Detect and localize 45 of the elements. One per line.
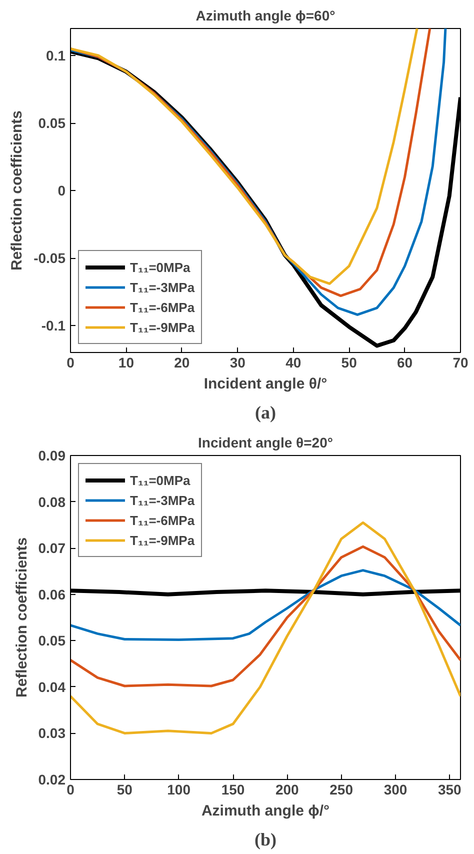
x-tick-label: 350 [438,782,462,798]
legend-label: T₁₁=-9MPa [130,320,195,334]
x-tick-label: 50 [341,354,358,370]
text: (b) [254,830,277,850]
text: (a) [255,402,276,422]
y-tick-label: 0.07 [38,540,66,556]
x-tick-label: 50 [116,782,133,798]
chart-title: Incident angle θ=20° [198,434,333,450]
legend-label: T₁₁=-3MPa [130,280,195,294]
y-tick-label: 0 [58,182,66,198]
y-tick-label: 0.03 [38,725,66,742]
y-tick-label: 0.1 [46,48,66,64]
y-tick-label: 0.05 [38,632,66,649]
y-axis-title: Reflection coefficients [13,537,30,698]
y-tick-label: 0.06 [38,586,66,602]
legend-label: T₁₁=-9MPa [130,532,195,548]
y-tick-label: 0.09 [38,448,66,464]
y-axis-title: Reflection coefficients [8,110,26,271]
chart-title: Azimuth angle ϕ=60° [196,8,336,24]
x-tick-label: 10 [118,354,134,370]
x-tick-label: 70 [452,354,468,370]
line-series [70,545,460,688]
y-tick-label: 0.05 [38,115,66,131]
x-tick-label: 40 [286,354,302,370]
legend-label: T₁₁=-6MPa [130,512,195,528]
y-tick-label: 0.02 [38,772,66,788]
x-axis-title: Incident angle θ/° [204,376,328,392]
y-tick-label: 0.04 [38,678,66,695]
y-tick-label: 0.08 [38,494,66,510]
x-axis-title: Azimuth angle ϕ/° [201,802,330,820]
y-tick-label: -0.05 [34,250,66,266]
line-series [70,569,460,641]
x-tick-label: 60 [397,354,413,370]
x-tick-label: 30 [230,354,246,370]
x-tick-label: 100 [167,782,191,798]
y-tick-label: -0.1 [41,318,66,334]
x-tick-label: 20 [174,354,190,370]
legend-label: T₁₁=0MPa [130,260,190,274]
legend-label: T₁₁=-3MPa [130,492,195,508]
legend-label: T₁₁=-6MPa [130,300,195,314]
x-tick-label: 200 [275,782,300,798]
legend-label: T₁₁=0MPa [130,472,190,488]
x-tick-label: 150 [221,782,245,798]
x-tick-label: 300 [384,782,408,798]
x-tick-label: 250 [330,782,354,798]
